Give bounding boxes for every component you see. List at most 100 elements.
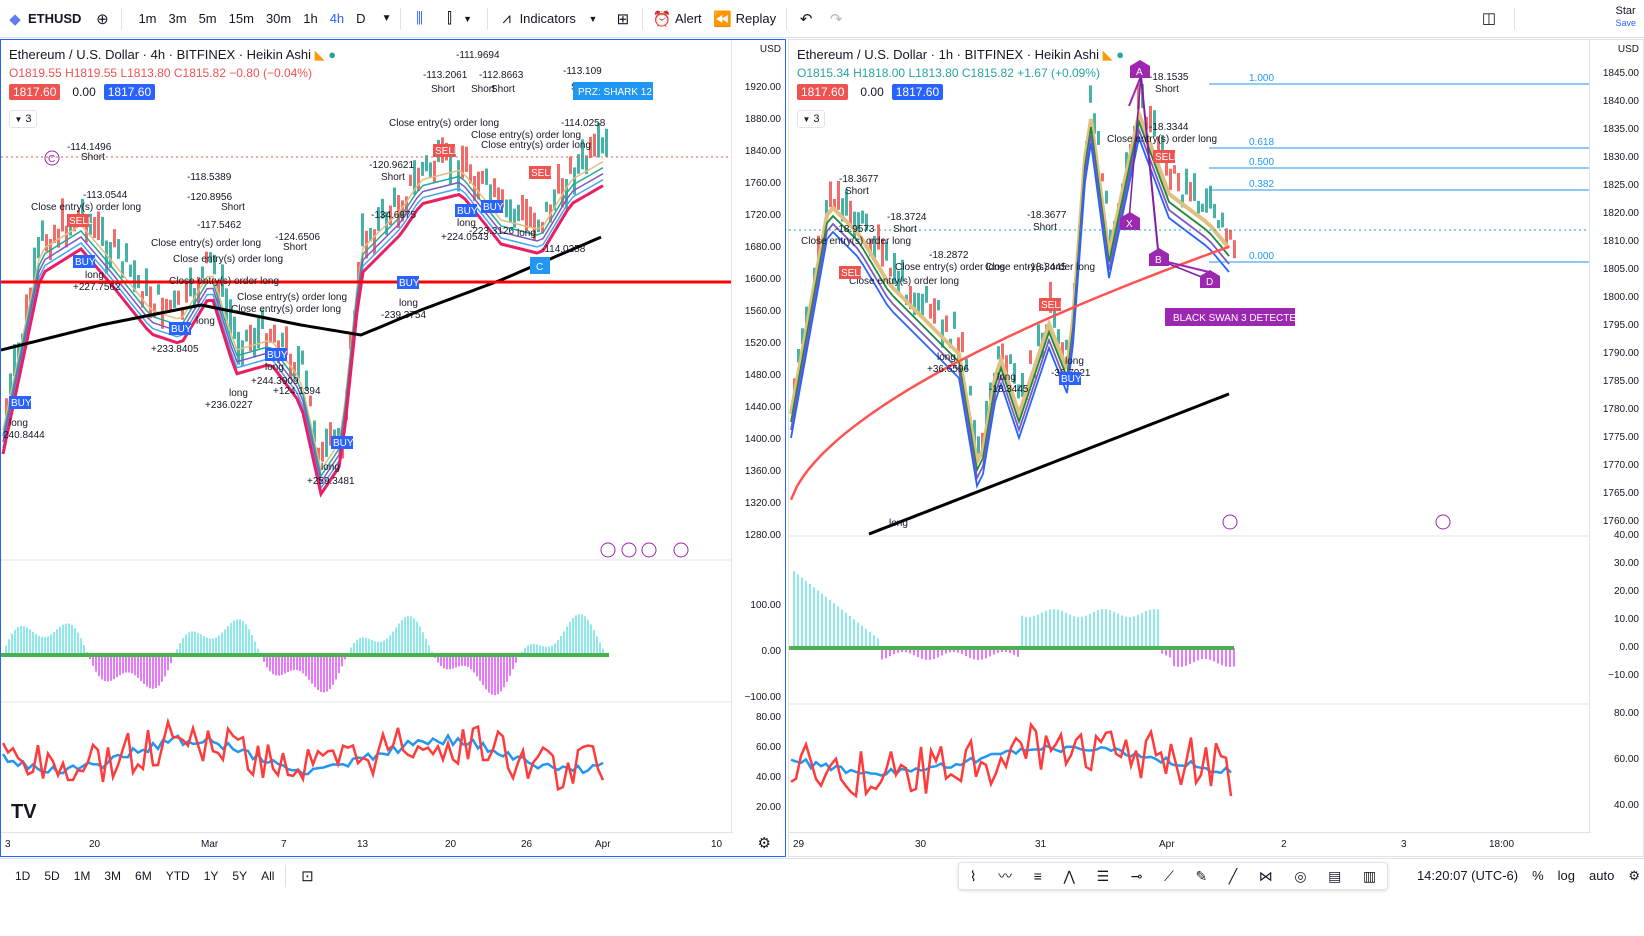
histogram-bar (359, 637, 361, 655)
time-axis[interactable]: 29 30 31 Apr 2 3 18:00 (789, 832, 1591, 856)
auto-toggle[interactable]: auto (1589, 868, 1615, 883)
brush-icon[interactable]: ✎ (1195, 867, 1208, 884)
chart-canvas-1h[interactable]: A B X D BLACK SWAN 3 DETECTED 1.000 0.618 0.500… (789, 40, 1644, 857)
long-position-icon[interactable]: ▥ (1362, 867, 1377, 884)
bid-ask-box[interactable]: 1817.60 0.00 1817.60 (797, 84, 947, 100)
calendar-goto-icon[interactable]: ⊡ (301, 867, 314, 885)
price-tick-label: 1840.00 (744, 146, 781, 157)
buy-label: BUY (75, 257, 96, 268)
star-save-button[interactable]: Star Save (1615, 5, 1636, 29)
histogram-bar (506, 655, 508, 682)
time-tick-label: 2 (1281, 839, 1287, 850)
bid-ask-box[interactable]: 1817.60 0.00 1817.60 (9, 84, 159, 100)
candle (385, 211, 388, 235)
range-5D[interactable]: 5D (44, 868, 60, 883)
chevron-down-icon[interactable]: ▼ (381, 13, 392, 24)
candle (293, 362, 296, 377)
chart-type-button[interactable]: ⫼ (405, 0, 435, 38)
range-6M[interactable]: 6M (135, 868, 152, 883)
histogram-bar (290, 655, 292, 671)
event-marker (641, 542, 657, 558)
candle (1029, 350, 1032, 365)
indicators-button[interactable]: ⩘ Indicators ▼ (492, 0, 608, 38)
time-axis[interactable]: 3 20 Mar 7 13 20 26 Apr 10 (1, 832, 733, 856)
undo-button[interactable]: ↶ (791, 0, 821, 38)
candle (845, 189, 848, 216)
interval-3m[interactable]: 3m (168, 11, 187, 26)
histogram-bar (1097, 610, 1099, 648)
price-axis[interactable]: 1845.00 1840.00 1835.00 1830.00 1825.00 1820.… (1589, 40, 1643, 856)
ask-price[interactable]: 1817.60 (891, 84, 944, 100)
symbol-search[interactable]: ◆ ETHUSD (0, 0, 87, 38)
candle (553, 189, 556, 211)
histogram-bar (251, 635, 253, 655)
candle (129, 264, 132, 277)
interval-1h[interactable]: 1h (303, 11, 318, 26)
parallel-channel-icon[interactable]: ≡ (1033, 868, 1042, 884)
range-All[interactable]: All (261, 868, 275, 883)
bid-price[interactable]: 1817.60 (797, 84, 849, 100)
ray-icon[interactable]: ⟋ (1164, 867, 1174, 884)
range-YTD[interactable]: YTD (165, 868, 190, 883)
horizontal-ray-icon[interactable]: ⊸ (1130, 867, 1143, 884)
ask-price[interactable]: 1817.60 (103, 84, 156, 100)
interval-D[interactable]: D (356, 11, 366, 26)
currency-label[interactable]: USD (759, 44, 781, 55)
trend-line-icon[interactable]: ╱ (1228, 867, 1238, 884)
candles-button[interactable]: ⫿ ▼ (435, 0, 483, 38)
chart-pane-4h[interactable]: 1817.601815.8203:39:531640.77-111.9694-1… (0, 39, 786, 857)
range-1Y[interactable]: 1Y (203, 868, 219, 883)
path-icon[interactable]: 〰 (998, 868, 1013, 884)
interval-5m[interactable]: 5m (198, 11, 217, 26)
fib-icon[interactable]: ☰ (1096, 867, 1110, 884)
layout-button[interactable]: ◫ (1480, 9, 1498, 27)
currency-label[interactable]: USD (1617, 44, 1639, 55)
histogram-bar (560, 635, 562, 655)
interval-15m[interactable]: 15m (228, 11, 254, 26)
xabcd-pattern-icon[interactable]: ⋈ (1258, 867, 1273, 884)
redo-button[interactable]: ↷ (821, 0, 851, 38)
indicators-toggle[interactable]: ▼ 3 (797, 110, 825, 128)
settings-icon[interactable]: ⚙ (1628, 868, 1640, 883)
clock-time[interactable]: 14:20:07 (UTC-6) (1416, 868, 1519, 883)
gear-icon[interactable]: ⚙ (757, 835, 771, 852)
candle (1017, 384, 1020, 399)
compare-button[interactable]: ⊕ (87, 0, 117, 38)
templates-button[interactable]: ⊞ (608, 0, 638, 38)
candle (117, 239, 120, 259)
interval-4h[interactable]: 4h (329, 11, 345, 26)
candle (349, 333, 352, 350)
histogram-bar (1053, 609, 1055, 648)
indicators-toggle[interactable]: ▼ 3 (9, 110, 37, 128)
close-entry-label: Close entry(s) order long (151, 238, 261, 249)
chart-canvas-4h[interactable]: 1817.601815.8203:39:531640.77-111.9694-1… (1, 40, 786, 857)
bid-price[interactable]: 1817.60 (9, 84, 61, 100)
histogram-bar (326, 655, 328, 692)
range-1M[interactable]: 1M (73, 868, 91, 883)
price-axis[interactable]: 1920.00 1880.00 1840.00 1760.00 1720.00 1680.… (731, 40, 785, 856)
candle (837, 181, 840, 210)
range-3M[interactable]: 3M (104, 868, 122, 883)
replay-button[interactable]: ⏪ Replay (708, 0, 782, 38)
prz-label: PRZ: SHARK 12 (578, 87, 652, 98)
histogram-bar (1161, 648, 1163, 654)
log-toggle[interactable]: log (1557, 868, 1576, 883)
candle (985, 400, 988, 429)
candle (889, 267, 892, 277)
percent-toggle[interactable]: % (1532, 868, 1544, 883)
candle (1101, 173, 1104, 182)
chart-pane-1h[interactable]: A B X D BLACK SWAN 3 DETECTED 1.000 0.618 0.500… (788, 39, 1644, 857)
interval-30m[interactable]: 30m (265, 11, 292, 26)
candle (393, 187, 396, 207)
interval-1m[interactable]: 1m (138, 11, 157, 26)
range-5Y[interactable]: 5Y (232, 868, 248, 883)
close-entry-label: Close entry(s) order long (389, 118, 499, 129)
gann-icon[interactable]: ◎ (1294, 867, 1307, 884)
abc-pattern-icon[interactable]: ⋀ (1063, 867, 1076, 884)
trend-angle-icon[interactable]: ⌇ (969, 867, 977, 884)
candle (569, 156, 572, 174)
alert-button[interactable]: ⏰ Alert (647, 0, 708, 38)
range-1D[interactable]: 1D (15, 868, 31, 883)
buy-badge (331, 436, 353, 449)
fib-channel-icon[interactable]: ▤ (1328, 867, 1342, 884)
